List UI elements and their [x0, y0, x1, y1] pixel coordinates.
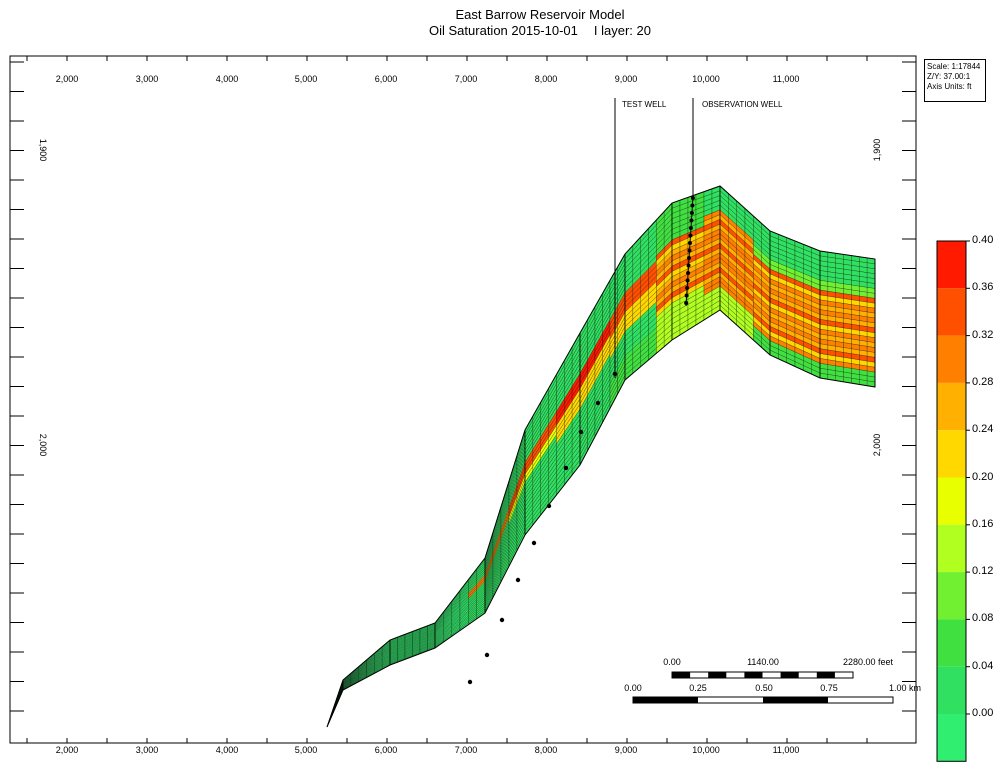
- scale-label: 0.00: [663, 657, 681, 667]
- perforation-marker: [467, 679, 473, 685]
- colorbar-segment: [937, 241, 966, 289]
- x-tick-label: 5,000: [295, 74, 318, 84]
- property-label: Oil Saturation 2015-10-01: [429, 23, 578, 38]
- x-tick-label: 4,000: [216, 74, 239, 84]
- observation-well-label: OBSERVATION WELL: [702, 100, 783, 109]
- reservoir-grid-lines: [326, 185, 876, 728]
- scale-label: 1.00 km: [889, 683, 921, 693]
- scale-bar-feet: 0.00 1140.00 2280.00 feet: [663, 657, 894, 679]
- scale-bar-segment: [744, 672, 763, 678]
- scale-bar-segment: [708, 672, 727, 678]
- colorbar-label: 0.24: [972, 423, 994, 436]
- colorbar-segment: [937, 288, 966, 336]
- colorbar-segment: [937, 666, 966, 714]
- y-tick-label: 2,000: [872, 434, 882, 457]
- x-tick-label: 2,000: [56, 745, 79, 755]
- scale-label: 0.00: [624, 683, 642, 693]
- colorbar-segment: [937, 430, 966, 478]
- x-tick-label: 5,000: [295, 745, 318, 755]
- perforation-marker: [546, 503, 552, 509]
- observation-well-deviated-section: [685, 195, 694, 307]
- x-tick-label: 3,000: [136, 74, 159, 84]
- x-tick-label: 8,000: [535, 745, 558, 755]
- perforation-marker: [531, 540, 537, 546]
- scale-label: 1140.00: [747, 657, 779, 667]
- scale-bar-segment: [763, 697, 828, 703]
- x-tick-label: 6,000: [375, 745, 398, 755]
- colorbar-label: 0.12: [972, 565, 994, 578]
- x-tick-label: 9,000: [615, 74, 638, 84]
- grid-outline: [326, 185, 876, 728]
- colorbar-label: 0.20: [972, 470, 994, 483]
- observation-well: OBSERVATION WELL: [685, 98, 783, 307]
- colorbar-segment: [937, 477, 966, 525]
- x-tick-label: 3,000: [136, 745, 159, 755]
- colorbar-label: 0.32: [972, 328, 994, 341]
- perforation-marker: [578, 429, 584, 435]
- scale-text: Scale: 1:17844: [927, 62, 981, 71]
- colorbar-label: 0.28: [972, 375, 994, 388]
- scale-bar-segment: [816, 672, 835, 678]
- x-tick-labels-bottom: 2,000 3,000 4,000 5,000 6,000 7,000 8,00…: [56, 745, 800, 755]
- perforation-marker: [595, 400, 601, 406]
- scale-bar-segment: [780, 672, 799, 678]
- layer-label: I layer: 20: [593, 23, 651, 38]
- well-perforations: [467, 196, 695, 685]
- colorbar-segment: [937, 524, 966, 573]
- x-tick-label: 10,000: [692, 745, 720, 755]
- axis-ticks: [10, 56, 916, 743]
- x-tick-label: 7,000: [455, 74, 478, 84]
- y-tick-labels: 1,900 2,000 1,900 2,000: [38, 139, 882, 457]
- colorbar-segment: [937, 714, 966, 762]
- scale-bar-segment: [672, 672, 691, 678]
- colorbar-label: 0.36: [972, 281, 994, 294]
- colorbar: [936, 240, 970, 762]
- y-tick-label: 1,900: [872, 139, 882, 162]
- plot-subtitle: Oil Saturation 2015-10-01 I layer: 20: [0, 23, 998, 38]
- x-tick-label: 2,000: [56, 74, 79, 84]
- colorbar-label: 0.40: [972, 234, 994, 246]
- y-tick-label: 1,900: [38, 139, 48, 162]
- scale-bar-segment: [633, 697, 698, 703]
- colorbar-label: 0.00: [972, 707, 994, 719]
- colorbar-segment: [937, 572, 966, 620]
- scale-label: 0.50: [755, 683, 773, 693]
- x-tick-label: 11,000: [773, 745, 800, 755]
- test-well-label: TEST WELL: [622, 100, 667, 109]
- x-tick-label: 7,000: [455, 745, 478, 755]
- x-tick-label: 8,000: [535, 74, 558, 84]
- x-tick-label: 11,000: [773, 74, 800, 84]
- zy-ratio-text: Z/Y: 37.00:1: [927, 72, 971, 81]
- x-tick-labels-top: 2,000 3,000 4,000 5,000 6,000 7,000 8,00…: [56, 74, 800, 84]
- perforation-marker: [484, 652, 490, 658]
- x-tick-label: 9,000: [615, 745, 638, 755]
- x-tick-label: 6,000: [375, 74, 398, 84]
- colorbar-label: 0.04: [972, 659, 994, 672]
- axis-units-text: Axis Units: ft: [927, 82, 972, 91]
- plot-title: East Barrow Reservoir Model: [455, 7, 625, 22]
- x-tick-label: 4,000: [216, 745, 239, 755]
- colorbar-segment: [937, 382, 966, 431]
- scale-label: 2280.00 feet: [843, 657, 894, 667]
- x-tick-label: 10,000: [692, 74, 720, 84]
- perforation-marker: [499, 617, 505, 623]
- scale-label: 0.75: [820, 683, 838, 693]
- perforation-marker: [563, 465, 569, 471]
- colorbar-segment: [937, 335, 966, 383]
- scale-info-box: Scale: 1:17844 Z/Y: 37.00:1 Axis Units: …: [924, 59, 986, 102]
- colorbar-label: 0.08: [972, 612, 994, 625]
- plot-frame: [9, 55, 917, 744]
- test-well: TEST WELL: [614, 98, 667, 378]
- scale-bar-km: 0.00 0.25 0.50 0.75 1.00 km: [624, 683, 921, 704]
- y-tick-label: 2,000: [38, 434, 48, 457]
- perforation-marker: [515, 577, 521, 583]
- colorbar-outline: [936, 240, 967, 762]
- colorbar-segment: [937, 619, 966, 667]
- colorbar-label: 0.16: [972, 517, 994, 530]
- scale-label: 0.25: [689, 683, 707, 693]
